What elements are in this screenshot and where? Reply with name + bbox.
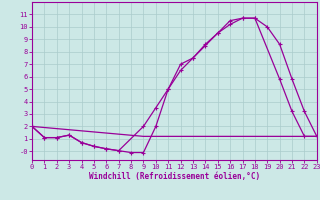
X-axis label: Windchill (Refroidissement éolien,°C): Windchill (Refroidissement éolien,°C) (89, 172, 260, 181)
